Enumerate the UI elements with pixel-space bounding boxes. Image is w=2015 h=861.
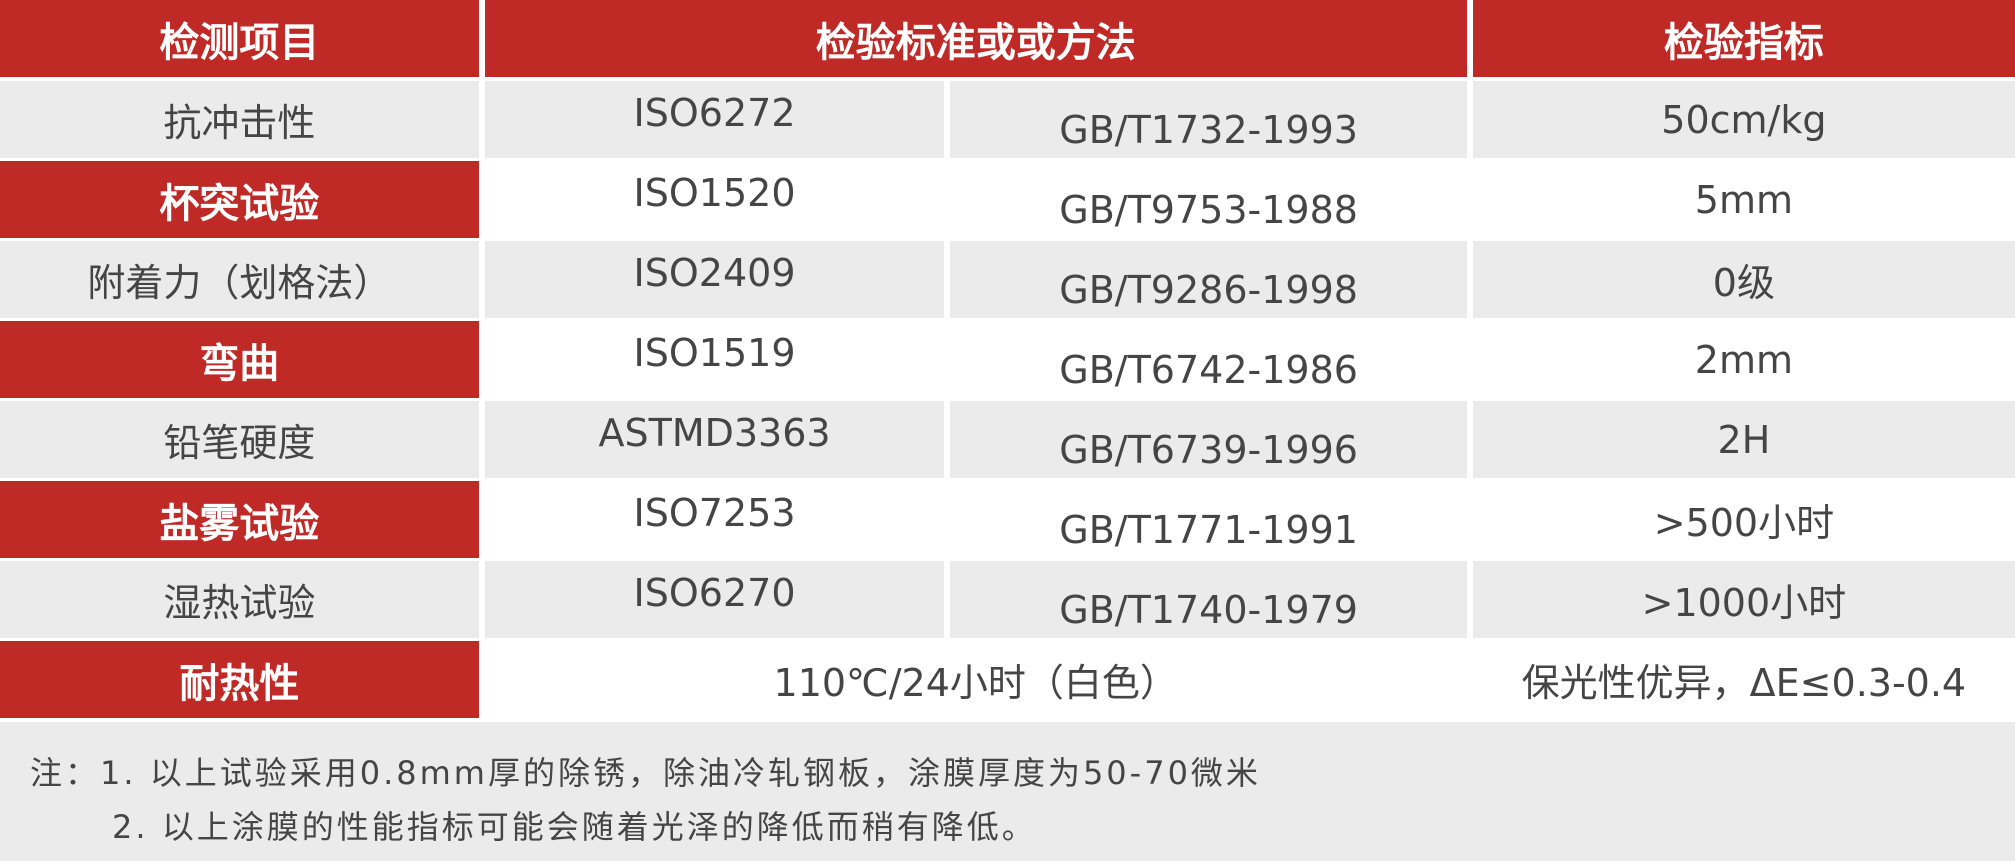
table-row: 抗冲击性 ISO6272 GB/T1732-1993 50cm/kg [0, 81, 2015, 158]
item-cell: 耐热性 [0, 641, 479, 718]
gb-cell: GB/T1771-1991 [1059, 508, 1358, 552]
note-line-2: 2. 以上涂膜的性能指标可能会随着光泽的降低而稍有降低。 [112, 808, 1037, 846]
value-cell: 2H [1472, 401, 2015, 478]
iso-cell: ISO2409 [484, 241, 945, 318]
value-cell: >1000小时 [1472, 561, 2015, 638]
gb-cell: GB/T1732-1993 [950, 81, 1467, 158]
iso-cell: ASTMD3363 [484, 401, 945, 478]
iso-cell: ISO1519 [633, 331, 796, 375]
table-header: 检测项目 检验标准或或方法 检验指标 [0, 0, 2015, 77]
item-cell: 盐雾试验 [0, 481, 479, 558]
method-cell: 110℃/24小时（白色） [773, 661, 1178, 705]
iso-cell: ISO6272 [484, 81, 945, 158]
gb-cell: GB/T6742-1986 [1059, 348, 1358, 392]
item-cell: 铅笔硬度 [0, 401, 479, 478]
header-standard: 检验标准或或方法 [484, 0, 1467, 77]
value-cell: 保光性优异，ΔE≤0.3-0.4 [1521, 661, 1967, 705]
gb-cell: GB/T6739-1996 [950, 401, 1467, 478]
value-cell: 5mm [1694, 177, 1793, 222]
table-row: 盐雾试验 ISO7253 GB/T1771-1991 >500小时 [0, 481, 2015, 558]
notes: 注：1. 以上试验采用0.8mm厚的除锈，除油冷轧钢板，涂膜厚度为50-70微米… [0, 722, 2015, 861]
item-cell: 弯曲 [0, 321, 479, 398]
item-cell: 抗冲击性 [0, 81, 479, 158]
value-cell: 2mm [1694, 337, 1793, 382]
gb-cell: GB/T9286-1998 [950, 241, 1467, 318]
item-cell: 附着力（划格法） [0, 241, 479, 318]
header-index: 检验指标 [1472, 0, 2015, 77]
iso-cell: ISO7253 [633, 491, 796, 535]
value-cell: >500小时 [1653, 501, 1835, 545]
item-cell: 湿热试验 [0, 561, 479, 638]
table-row: 附着力（划格法） ISO2409 GB/T9286-1998 0级 [0, 241, 2015, 318]
table-row: 湿热试验 ISO6270 GB/T1740-1979 >1000小时 [0, 561, 2015, 638]
iso-cell: ISO1520 [633, 171, 796, 215]
table-row: 耐热性 110℃/24小时（白色） 保光性优异，ΔE≤0.3-0.4 [0, 641, 2015, 718]
item-cell: 杯突试验 [0, 161, 479, 238]
gb-cell: GB/T1740-1979 [950, 561, 1467, 638]
table-row: 杯突试验 ISO1520 GB/T9753-1988 5mm [0, 161, 2015, 238]
value-cell: 0级 [1472, 241, 2015, 318]
gb-cell: GB/T9753-1988 [1059, 188, 1358, 232]
table-row: 弯曲 ISO1519 GB/T6742-1986 2mm [0, 321, 2015, 398]
iso-cell: ISO6270 [484, 561, 945, 638]
note-line-1: 注：1. 以上试验采用0.8mm厚的除锈，除油冷轧钢板，涂膜厚度为50-70微米 [30, 754, 1261, 792]
value-cell: 50cm/kg [1472, 81, 2015, 158]
table-row: 铅笔硬度 ASTMD3363 GB/T6739-1996 2H [0, 401, 2015, 478]
header-item: 检测项目 [0, 0, 479, 77]
